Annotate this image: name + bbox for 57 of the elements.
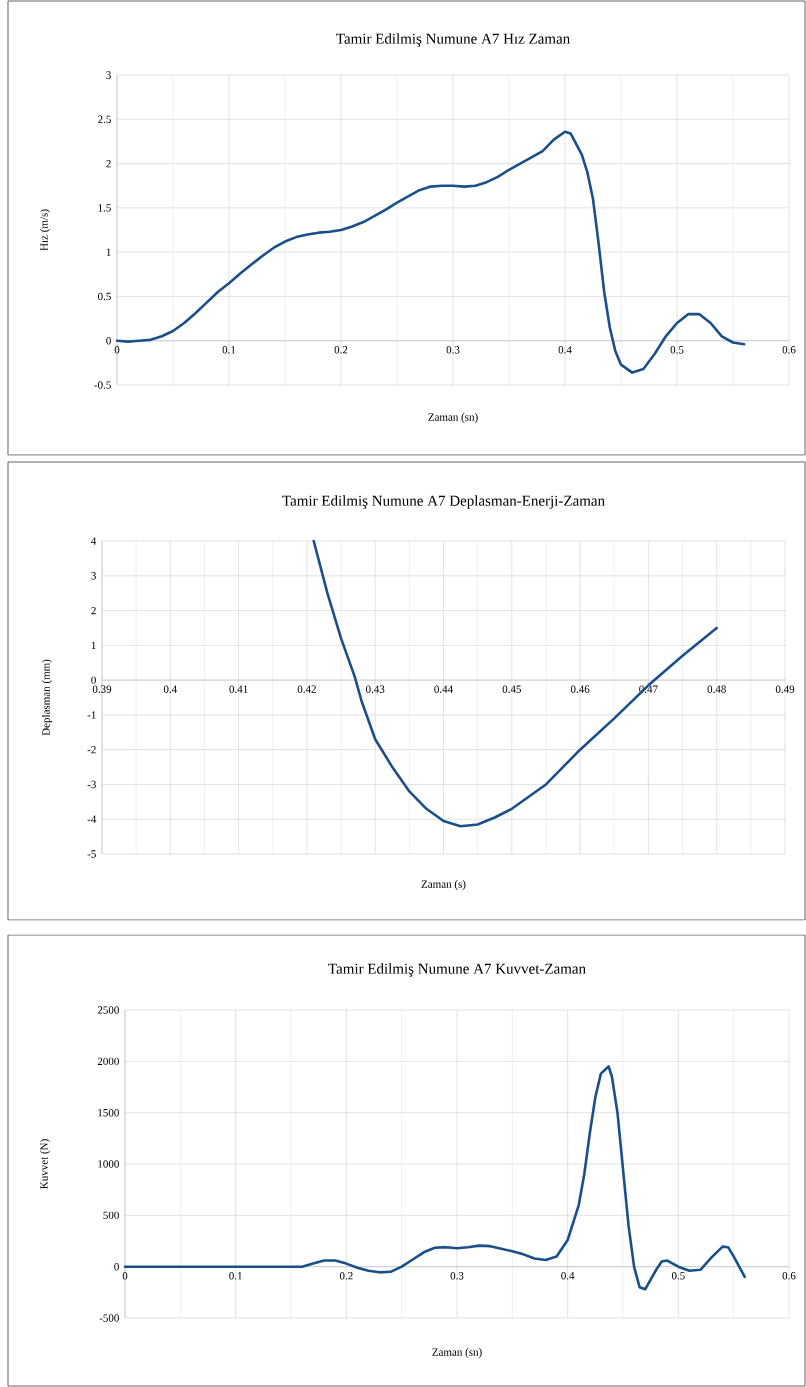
y-tick-label: 2 (106, 159, 111, 168)
y-tick-label: 0 (106, 337, 111, 345)
y-tick-label: 0.5 (98, 292, 111, 301)
x-tick-label: 0.6 (782, 346, 796, 354)
x-tick-label: 0.2 (339, 1272, 353, 1280)
y-tick-label: 1.5 (98, 204, 111, 212)
y-tick-label: 2000 (97, 1057, 119, 1066)
x-tick-label: 0.41 (229, 685, 248, 693)
x-tick-label: 0.42 (297, 685, 316, 693)
y-tick-label: 3 (106, 71, 111, 79)
x-tick-label: 0.4 (163, 685, 178, 693)
chart-title: Tamir Edilmiş Numune A7 Kuvvet-Zaman (328, 963, 586, 977)
y-tick-label: 1 (91, 641, 96, 649)
x-axis-title: Zaman (sn) (432, 1348, 482, 1358)
y-tick-label: 2.5 (98, 115, 111, 124)
y-tick-label: -500 (99, 1314, 119, 1322)
y-tick-label: 1500 (98, 1108, 119, 1117)
x-tick-label: 0 (122, 1272, 128, 1280)
y-tick-label: -5 (87, 850, 96, 858)
x-tick-label: 0.1 (229, 1272, 242, 1280)
x-tick-label: 0.5 (670, 346, 684, 354)
y-tick-label: -4 (87, 815, 97, 823)
y-tick-label: 4 (91, 537, 97, 545)
x-axis-title: Zaman (sn) (428, 413, 478, 423)
y-tick-label: 1000 (98, 1160, 119, 1168)
y-tick-label: 0 (91, 676, 96, 684)
y-tick-label: -3 (87, 780, 96, 789)
y-axis-title: Deplasman (mm) (42, 659, 52, 736)
y-tick-label: 3 (91, 572, 96, 580)
x-tick-label: 0.4 (561, 1272, 575, 1280)
y-tick-label: -2 (87, 746, 96, 754)
x-tick-label: 0.3 (446, 346, 460, 354)
x-tick-label: 0.45 (502, 685, 521, 693)
x-tick-label: 0.2 (334, 346, 348, 354)
chart-title: Tamir Edilmiş Numune A7 Deplasman-Enerji-Zaman (282, 495, 605, 509)
x-tick-label: 0.4 (558, 346, 572, 354)
x-axis-title: Zaman (s) (421, 880, 466, 890)
y-tick-label: -1 (87, 711, 96, 719)
chart-title: Tamir Edilmiş Numune A7 Hız Zaman (336, 33, 570, 47)
y-tick-label: 1 (106, 248, 111, 256)
y-tick-label: -0.5 (94, 381, 111, 389)
x-tick-label: 0.5 (671, 1272, 685, 1280)
y-tick-label: 500 (103, 1211, 119, 1220)
y-tick-label: 2500 (97, 1006, 119, 1014)
x-tick-label: 0.46 (570, 685, 590, 693)
x-tick-label: 0.39 (92, 685, 112, 693)
y-axis-title: Kuvvet (N) (40, 1139, 50, 1189)
x-tick-label: 0.43 (366, 685, 385, 693)
x-tick-label: 0.6 (782, 1272, 796, 1280)
y-axis-title: Hız (m/s) (40, 209, 50, 251)
y-tick-label: 2 (91, 606, 96, 615)
x-tick-label: 0.3 (450, 1272, 464, 1280)
x-tick-label: 0.48 (707, 685, 726, 693)
x-tick-label: 0.49 (775, 685, 795, 693)
y-tick-label: 0 (114, 1262, 119, 1271)
x-tick-label: 0.1 (222, 346, 236, 354)
x-tick-label: 0.44 (434, 685, 453, 693)
